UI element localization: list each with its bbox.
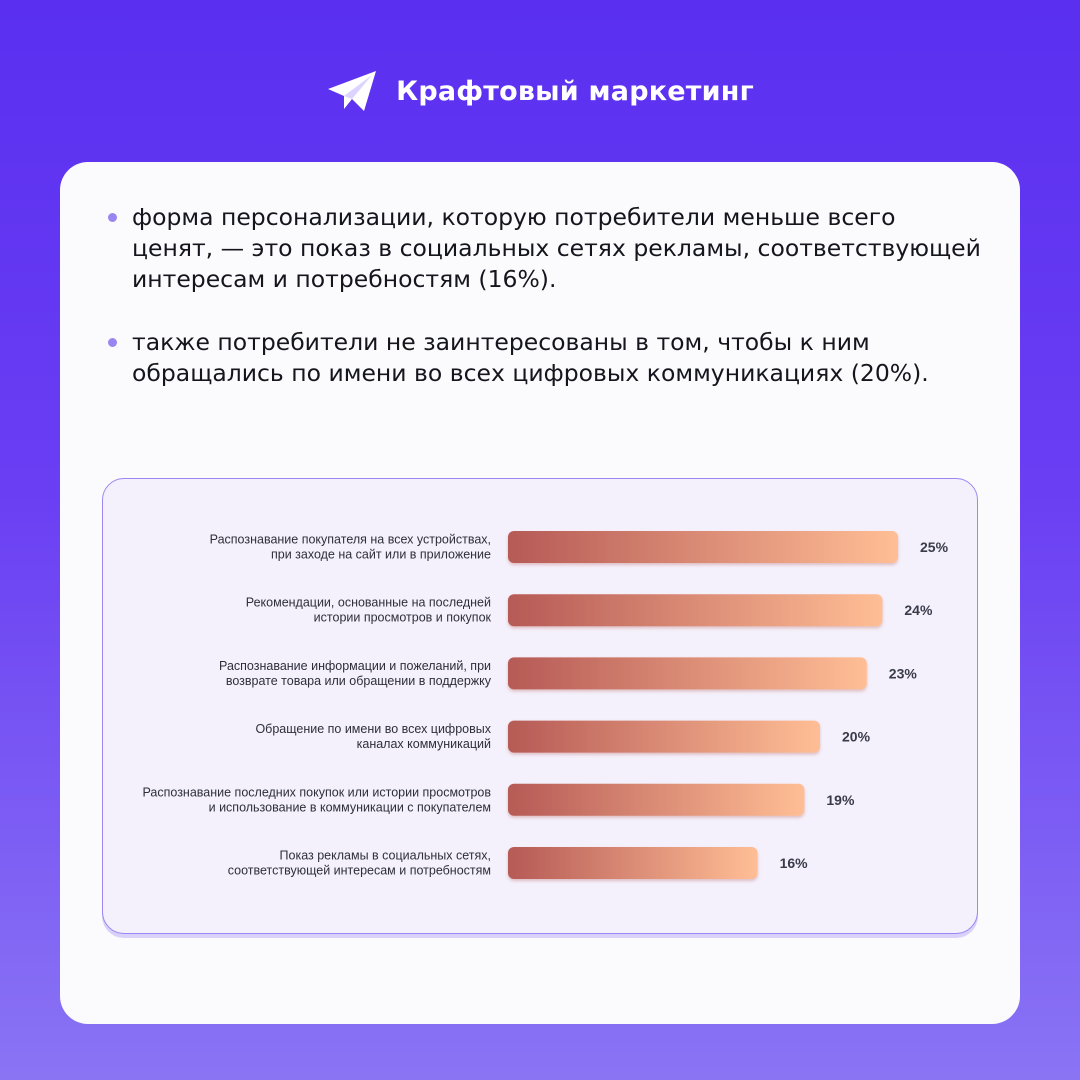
value-label-4: 19% xyxy=(826,792,855,808)
bar-3 xyxy=(508,720,820,753)
bar-1 xyxy=(508,594,883,627)
paper-plane-icon xyxy=(328,71,377,111)
bullet-dot-icon xyxy=(108,213,117,222)
value-label-5: 16% xyxy=(780,855,809,871)
bullet-text: также потребители не заинтересованы в то… xyxy=(132,328,929,387)
category-label-1: Рекомендации, основанные на последней ист… xyxy=(246,596,492,625)
bullet-item: форма персонализации, которую потребител… xyxy=(104,202,984,295)
bar-0 xyxy=(508,531,898,563)
bar-chart: 25% Распознавание покупателя на всех устр… xyxy=(143,531,949,879)
brand-name: Крафтовый маркетинг xyxy=(396,75,754,107)
value-label-2: 23% xyxy=(889,665,918,681)
bullet-dot-icon xyxy=(108,338,117,347)
bar-2 xyxy=(508,657,867,690)
category-label-5: Показ рекламы в социальных сетях, соответ… xyxy=(228,849,491,878)
value-label-0: 25% xyxy=(920,539,949,555)
value-label-3: 20% xyxy=(842,729,871,745)
category-label-4: Распознавание последних покупок или исто… xyxy=(143,785,492,814)
header: Крафтовый маркетинг xyxy=(0,64,1080,118)
bullet-text: форма персонализации, которую потребител… xyxy=(132,203,981,293)
category-label-0: Распознавание покупателя на всех устройс… xyxy=(210,533,491,562)
category-label-2: Распознавание информации и пожеланий, пр… xyxy=(219,659,492,688)
category-label-3: Обращение по имени во всех цифровых канал… xyxy=(255,722,491,751)
bullet-list: форма персонализации, которую потребител… xyxy=(104,202,984,421)
bar-5 xyxy=(508,847,758,879)
chart-panel: 25% Распознавание покупателя на всех устр… xyxy=(102,478,978,934)
value-label-1: 24% xyxy=(904,602,933,618)
bar-4 xyxy=(508,783,805,816)
bullet-item: также потребители не заинтересованы в то… xyxy=(104,327,984,389)
content-card: форма персонализации, которую потребител… xyxy=(60,162,1020,1024)
